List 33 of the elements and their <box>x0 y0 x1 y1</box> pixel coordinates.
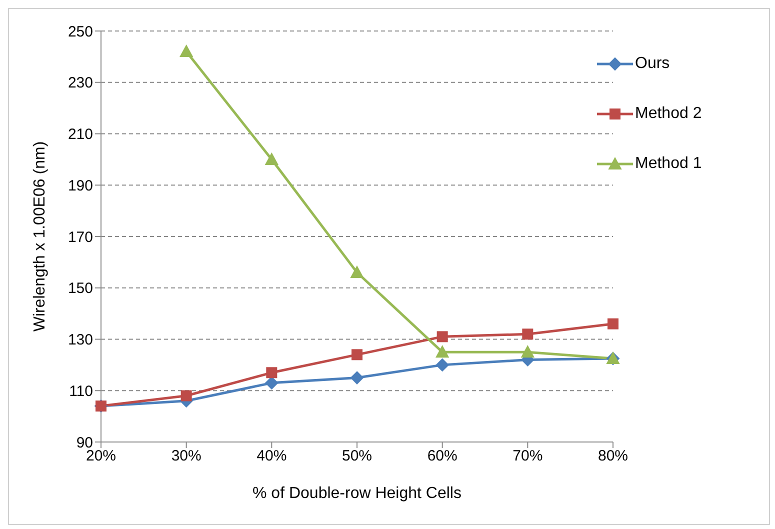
point <box>608 318 618 330</box>
legend-label: Method 1 <box>635 155 702 173</box>
point <box>521 346 534 358</box>
x-tick-label: 30% <box>171 448 202 465</box>
x-axis-title: % of Double-row Height Cells <box>252 485 462 502</box>
x-tick-label: 50% <box>342 448 372 465</box>
y-tick-label: 210 <box>68 126 93 144</box>
legend-label: Ours <box>635 55 670 73</box>
y-tick-label: 230 <box>68 74 93 92</box>
x-tick-label: 40% <box>256 448 287 465</box>
y-tick-label: 170 <box>68 228 93 246</box>
y-tick-label: 130 <box>68 332 93 349</box>
point <box>350 371 364 384</box>
x-tick-label: 60% <box>427 448 458 465</box>
point <box>436 346 449 358</box>
point <box>436 331 448 342</box>
y-tick-label: 150 <box>68 280 93 298</box>
y-tick-label: 110 <box>69 382 93 400</box>
point <box>180 390 192 402</box>
x-tick-label: 80% <box>598 448 628 465</box>
point <box>180 45 193 58</box>
x-tick-label: 70% <box>512 448 543 465</box>
point <box>265 152 278 165</box>
y-tick-label: 190 <box>68 177 93 194</box>
point <box>265 376 278 390</box>
point <box>522 328 534 340</box>
point <box>436 358 449 372</box>
y-axis-title: Wirelength x 1.00E06 (nm) <box>32 141 49 332</box>
y-tick-label: 250 <box>68 23 93 40</box>
point <box>350 266 364 278</box>
legend-label: Method 2 <box>635 105 702 123</box>
point <box>352 349 362 360</box>
point <box>266 367 278 378</box>
